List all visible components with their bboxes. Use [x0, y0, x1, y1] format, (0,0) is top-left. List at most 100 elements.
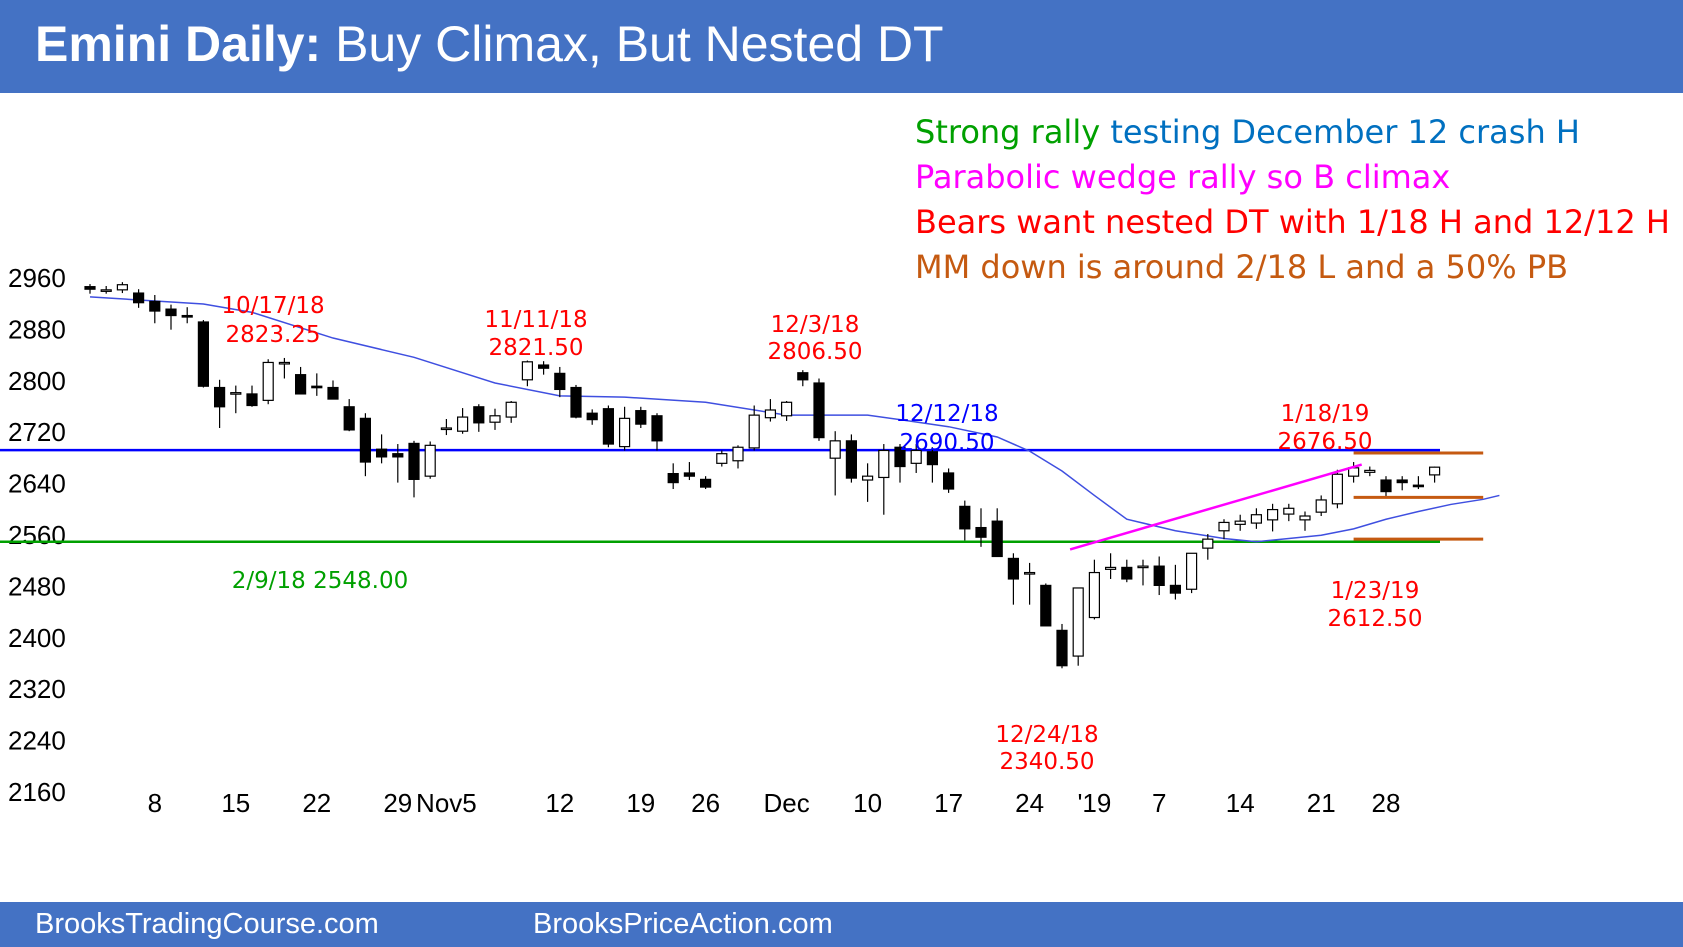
price-label-value: 2690.50 [899, 430, 994, 456]
candle-body [1250, 514, 1263, 524]
candle-body [230, 392, 242, 395]
candle-body [1428, 466, 1441, 476]
candle [440, 418, 452, 436]
candle [133, 289, 145, 308]
y-tick-label: 2160 [8, 777, 66, 807]
candle [942, 468, 955, 493]
candle [975, 508, 987, 547]
candle-body [602, 408, 615, 445]
candle-body [165, 308, 177, 317]
candle [457, 408, 469, 434]
candle-body [651, 415, 663, 442]
candle-body [1137, 565, 1149, 569]
x-tick-label: 15 [221, 788, 250, 818]
candle [764, 399, 777, 422]
ema-line-group [89, 296, 1500, 543]
x-tick-label: 28 [1372, 788, 1401, 818]
candle-body [489, 415, 501, 423]
y-tick-label: 2720 [8, 417, 66, 447]
price-label-date: 12/24/18 [995, 722, 1098, 748]
candle [797, 370, 809, 387]
candle [489, 408, 501, 430]
candle-body [683, 472, 696, 477]
candle [392, 444, 404, 483]
candle-body [1412, 484, 1425, 488]
candle [1169, 564, 1182, 600]
chart-title: Emini Daily: Buy Climax, But Nested DT [35, 14, 944, 74]
candle-body [1056, 629, 1068, 667]
price-label-value: 2821.50 [488, 335, 583, 361]
candle [1040, 583, 1052, 627]
candle-body [975, 526, 987, 538]
price-label-date: 10/17/18 [221, 293, 324, 319]
candle [100, 285, 112, 294]
x-tick-label: 19 [626, 788, 655, 818]
candle [1380, 476, 1392, 497]
candle-body [505, 401, 517, 418]
x-tick-label: 24 [1015, 788, 1044, 818]
candle [635, 406, 647, 428]
candle [343, 399, 355, 432]
candle [165, 304, 177, 330]
candle [1072, 587, 1084, 666]
candle-body [100, 289, 112, 292]
candle-body [1040, 584, 1052, 627]
footer-right[interactable]: BrooksPriceAction.com [533, 908, 833, 940]
candle [732, 445, 744, 469]
candle-body [343, 406, 355, 431]
candle-body [861, 475, 874, 481]
candle [683, 462, 696, 481]
overlay-lines [1069, 451, 1484, 551]
x-tick-label: 29 [383, 788, 412, 818]
candle [1315, 495, 1327, 517]
candle-body [554, 372, 566, 391]
candle-body [780, 401, 793, 417]
footer-left[interactable]: BrooksTradingCourse.com [35, 908, 379, 940]
candle-body [959, 505, 971, 530]
x-axis: 8 15 22 29 Nov5 12 19 26 Dec 10 17 24 '19 7 14 21 28 [148, 788, 1401, 818]
candle-body [1380, 479, 1392, 493]
y-tick-label: 2400 [8, 623, 66, 653]
price-label-value: 2806.50 [767, 339, 862, 365]
title-rest: Buy Climax, But Nested DT [321, 16, 944, 72]
candle-body [926, 451, 939, 466]
price-label-value: 2340.50 [999, 749, 1094, 775]
candle [813, 378, 825, 441]
candle [1331, 469, 1344, 509]
candle [1412, 476, 1425, 490]
candle [554, 366, 566, 398]
candle-body [246, 393, 258, 407]
x-tick-label: 10 [853, 788, 882, 818]
annotation-line-1: Strong rally testing December 12 crash H [915, 110, 1670, 155]
candle-body [214, 386, 226, 408]
candle [1185, 552, 1198, 594]
candle [1234, 514, 1246, 531]
candle-body [732, 446, 744, 462]
candle [1023, 562, 1036, 605]
price-label-value: 2612.50 [1327, 606, 1422, 632]
candle-body [1266, 508, 1279, 521]
candle-body [1104, 566, 1117, 570]
candle-body [1396, 479, 1408, 484]
candle-body [748, 414, 760, 449]
candle [278, 357, 290, 379]
candle-body [133, 292, 145, 304]
candle [1121, 559, 1133, 583]
ema-line [89, 296, 1500, 543]
x-tick-label: Nov5 [416, 788, 477, 818]
candle [699, 476, 712, 490]
candle [878, 444, 890, 515]
candle-body [327, 386, 339, 400]
price-label-value: 2823.25 [225, 322, 320, 348]
candle-body [1072, 587, 1084, 657]
candle-body [311, 385, 323, 389]
candle-body [1331, 473, 1344, 505]
candle [1202, 534, 1214, 560]
x-tick-label: 26 [691, 788, 720, 818]
candle [894, 444, 906, 483]
x-tick-label: 22 [302, 788, 331, 818]
annotation-blue: testing December 12 crash H [1110, 113, 1580, 151]
candle [197, 320, 209, 388]
annotation-line-2: Parabolic wedge rally so B climax [915, 158, 1451, 196]
price-label-date: 12/12/18 [895, 401, 998, 427]
